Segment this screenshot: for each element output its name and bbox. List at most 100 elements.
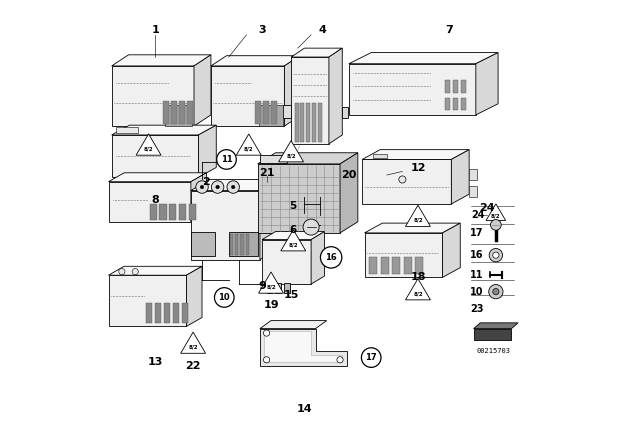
Polygon shape (340, 153, 358, 233)
Bar (116, 127, 138, 133)
Bar (469, 169, 477, 181)
Polygon shape (365, 223, 460, 233)
Polygon shape (109, 275, 186, 327)
Circle shape (493, 289, 499, 295)
Text: 19: 19 (263, 300, 279, 310)
Circle shape (321, 247, 342, 268)
Bar (159, 203, 166, 220)
Text: 1: 1 (152, 26, 159, 35)
Text: 8/2: 8/2 (491, 213, 500, 218)
Polygon shape (111, 66, 194, 126)
Bar (260, 155, 287, 163)
Bar (318, 103, 322, 142)
Polygon shape (291, 48, 342, 57)
Bar (171, 101, 177, 124)
Text: 8/2: 8/2 (413, 291, 423, 296)
Bar (306, 103, 310, 142)
Polygon shape (194, 55, 211, 126)
Polygon shape (111, 135, 198, 177)
Polygon shape (111, 55, 211, 66)
Polygon shape (486, 204, 506, 220)
Bar (259, 105, 283, 126)
Polygon shape (442, 223, 460, 277)
Text: 6: 6 (290, 225, 297, 235)
Text: 8/2: 8/2 (188, 345, 198, 349)
Polygon shape (264, 331, 342, 362)
Bar (381, 257, 388, 274)
Polygon shape (211, 56, 300, 66)
Text: 8/2: 8/2 (289, 242, 298, 247)
Polygon shape (260, 321, 326, 329)
Polygon shape (136, 134, 161, 155)
Polygon shape (362, 159, 451, 204)
Polygon shape (476, 52, 498, 115)
Text: 11: 11 (470, 270, 484, 280)
Bar (230, 234, 233, 255)
Polygon shape (262, 232, 324, 240)
Polygon shape (258, 164, 340, 233)
Polygon shape (191, 180, 278, 190)
Bar (229, 232, 258, 256)
Polygon shape (349, 52, 498, 64)
Text: 15: 15 (284, 290, 299, 300)
Polygon shape (109, 182, 191, 222)
Bar (170, 203, 177, 220)
Text: 10: 10 (470, 287, 484, 297)
Bar (255, 101, 261, 124)
Text: 24: 24 (479, 203, 495, 213)
Bar (300, 103, 305, 142)
Text: 8/2: 8/2 (244, 146, 253, 151)
Bar (373, 154, 387, 158)
Bar (294, 103, 299, 142)
Bar (392, 257, 400, 274)
Polygon shape (262, 240, 311, 284)
Bar (173, 303, 179, 323)
Polygon shape (258, 153, 358, 164)
Polygon shape (311, 232, 324, 284)
Bar (189, 203, 196, 220)
Text: 4: 4 (318, 26, 326, 35)
Polygon shape (236, 134, 261, 155)
Text: 2: 2 (203, 177, 211, 187)
Bar (146, 303, 152, 323)
Polygon shape (406, 205, 431, 226)
Bar (404, 257, 412, 274)
Text: 00215703: 00215703 (477, 348, 511, 354)
Bar (312, 103, 316, 142)
Bar (179, 203, 186, 220)
Text: 24: 24 (471, 210, 485, 220)
Polygon shape (109, 173, 207, 182)
Bar (461, 98, 467, 111)
Circle shape (211, 181, 224, 193)
Polygon shape (191, 173, 207, 222)
Polygon shape (109, 266, 202, 275)
Text: 5: 5 (290, 201, 297, 211)
Bar (165, 105, 193, 126)
Text: 8/2: 8/2 (144, 146, 154, 151)
Text: 8/2: 8/2 (286, 153, 296, 158)
Bar (155, 303, 161, 323)
Bar (415, 257, 423, 274)
Polygon shape (198, 125, 216, 177)
Circle shape (489, 284, 503, 299)
Polygon shape (329, 48, 342, 144)
Text: 22: 22 (186, 361, 201, 370)
Text: 11: 11 (221, 155, 232, 164)
Text: 21: 21 (259, 168, 275, 178)
Bar (445, 80, 451, 93)
Bar (187, 101, 193, 124)
Bar (283, 105, 291, 118)
Text: 3: 3 (259, 26, 266, 35)
Bar (452, 80, 458, 93)
Text: 17: 17 (365, 353, 377, 362)
Text: 8/2: 8/2 (413, 218, 423, 223)
Bar (150, 203, 157, 220)
Circle shape (196, 181, 208, 193)
Circle shape (214, 288, 234, 307)
Text: 8/2: 8/2 (266, 284, 276, 289)
Text: 10: 10 (218, 293, 230, 302)
Circle shape (200, 185, 204, 189)
Polygon shape (349, 64, 476, 115)
Polygon shape (191, 190, 260, 260)
Bar (452, 98, 458, 111)
